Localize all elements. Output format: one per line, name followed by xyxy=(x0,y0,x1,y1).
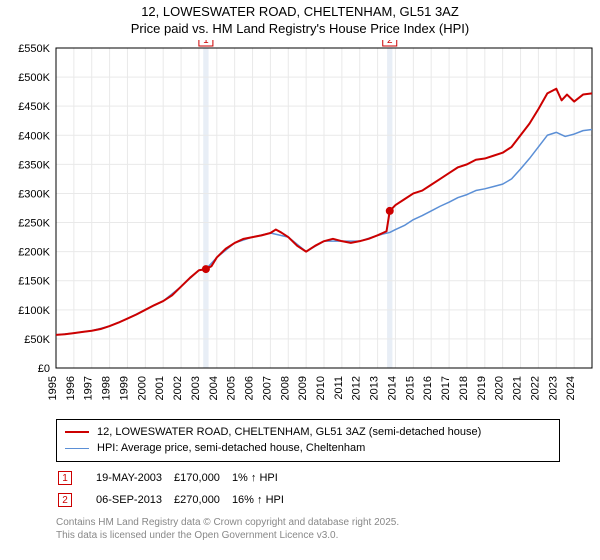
svg-text:2007: 2007 xyxy=(261,376,273,400)
footer-line-2: This data is licensed under the Open Gov… xyxy=(56,529,560,542)
legend-row-hpi: HPI: Average price, semi-detached house,… xyxy=(65,440,551,457)
svg-text:2011: 2011 xyxy=(333,376,345,400)
legend-row-property: 12, LOWESWATER ROAD, CHELTENHAM, GL51 3A… xyxy=(65,424,551,441)
svg-text:2001: 2001 xyxy=(154,376,166,400)
svg-text:£350K: £350K xyxy=(18,159,50,171)
svg-text:£200K: £200K xyxy=(18,246,50,258)
svg-text:2017: 2017 xyxy=(440,376,452,400)
svg-text:£250K: £250K xyxy=(18,217,50,229)
svg-text:2023: 2023 xyxy=(547,376,559,400)
svg-text:1998: 1998 xyxy=(101,376,113,400)
svg-text:2003: 2003 xyxy=(190,376,202,400)
svg-text:2010: 2010 xyxy=(315,376,327,400)
svg-text:£500K: £500K xyxy=(18,72,50,84)
legend-swatch-hpi xyxy=(65,448,89,449)
svg-text:£300K: £300K xyxy=(18,188,50,200)
footer: Contains HM Land Registry data © Crown c… xyxy=(56,516,560,542)
svg-text:£400K: £400K xyxy=(18,130,50,142)
marker-delta-1: 1% ↑ HPI xyxy=(232,468,294,488)
svg-text:2019: 2019 xyxy=(476,376,488,400)
svg-text:2005: 2005 xyxy=(226,376,238,400)
svg-text:£50K: £50K xyxy=(24,334,50,346)
marker-price-2: £270,000 xyxy=(174,490,230,510)
svg-text:2: 2 xyxy=(387,40,393,46)
footer-line-1: Contains HM Land Registry data © Crown c… xyxy=(56,516,560,529)
svg-text:2002: 2002 xyxy=(172,376,184,400)
svg-text:2009: 2009 xyxy=(297,376,309,400)
svg-text:2006: 2006 xyxy=(244,376,256,400)
svg-text:2015: 2015 xyxy=(404,376,416,400)
marker-box-2: 2 xyxy=(58,493,72,507)
svg-text:2021: 2021 xyxy=(512,376,524,400)
title-line-1: 12, LOWESWATER ROAD, CHELTENHAM, GL51 3A… xyxy=(0,4,600,21)
svg-text:£100K: £100K xyxy=(18,305,50,317)
legend-label-property: 12, LOWESWATER ROAD, CHELTENHAM, GL51 3A… xyxy=(97,424,481,441)
svg-text:£150K: £150K xyxy=(18,276,50,288)
svg-text:2020: 2020 xyxy=(494,376,506,400)
chart-title: 12, LOWESWATER ROAD, CHELTENHAM, GL51 3A… xyxy=(0,0,600,40)
legend: 12, LOWESWATER ROAD, CHELTENHAM, GL51 3A… xyxy=(56,419,560,462)
marker-delta-2: 16% ↑ HPI xyxy=(232,490,294,510)
marker-row-1: 1 19-MAY-2003 £170,000 1% ↑ HPI xyxy=(58,468,294,488)
marker-date-2: 06-SEP-2013 xyxy=(96,490,172,510)
svg-text:£0: £0 xyxy=(38,363,50,375)
svg-text:2022: 2022 xyxy=(529,376,541,400)
svg-text:1997: 1997 xyxy=(83,376,95,400)
legend-label-hpi: HPI: Average price, semi-detached house,… xyxy=(97,440,365,457)
price-chart: £0 £50K £100K £150K £200K £250K £300K £350K £400… xyxy=(0,40,600,413)
svg-text:2014: 2014 xyxy=(386,376,398,400)
svg-text:2018: 2018 xyxy=(458,376,470,400)
marker-box-1: 1 xyxy=(58,471,72,485)
svg-text:2024: 2024 xyxy=(565,376,577,400)
svg-text:2004: 2004 xyxy=(208,376,220,400)
marker-date-1: 19-MAY-2003 xyxy=(96,468,172,488)
svg-text:1999: 1999 xyxy=(118,376,130,400)
chart-svg: £0 £50K £100K £150K £200K £250K £300K £350K £400… xyxy=(0,40,600,408)
svg-text:£550K: £550K xyxy=(18,43,50,55)
title-line-2: Price paid vs. HM Land Registry's House … xyxy=(0,21,600,38)
marker-table: 1 19-MAY-2003 £170,000 1% ↑ HPI 2 06-SEP… xyxy=(56,466,296,512)
marker-price-1: £170,000 xyxy=(174,468,230,488)
legend-swatch-property xyxy=(65,431,89,433)
svg-text:2008: 2008 xyxy=(279,376,291,400)
svg-text:2016: 2016 xyxy=(422,376,434,400)
svg-text:1: 1 xyxy=(203,40,209,46)
svg-text:2000: 2000 xyxy=(136,376,148,400)
svg-text:1995: 1995 xyxy=(47,376,59,400)
svg-text:2012: 2012 xyxy=(351,376,363,400)
svg-text:£450K: £450K xyxy=(18,101,50,113)
svg-text:2013: 2013 xyxy=(369,376,381,400)
marker-row-2: 2 06-SEP-2013 £270,000 16% ↑ HPI xyxy=(58,490,294,510)
svg-text:1996: 1996 xyxy=(65,376,77,400)
